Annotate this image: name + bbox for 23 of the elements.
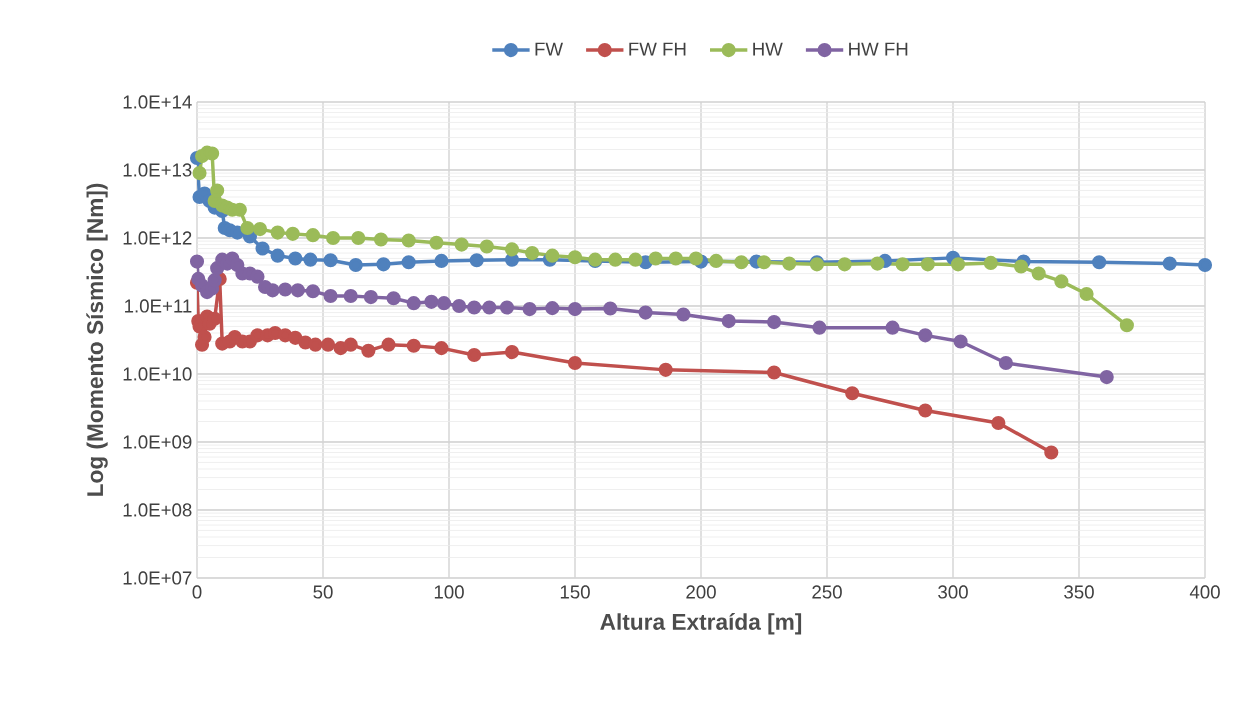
y-tick-label: 1.0E+08: [123, 503, 192, 517]
x-axis-title: Altura Extraída [m]: [600, 613, 802, 635]
x-tick-label: 0: [192, 585, 202, 599]
x-tick-label: 150: [560, 585, 590, 599]
legend-label: FW FH: [629, 42, 686, 56]
x-tick-label: 250: [812, 585, 842, 599]
legend-label: HW: [753, 42, 783, 56]
y-tick-label: 1.0E+07: [123, 571, 192, 585]
x-tick-label: 350: [1064, 585, 1094, 599]
x-tick-label: 50: [313, 585, 333, 599]
legend-label: HW FH: [849, 42, 908, 56]
legend-label: FW: [535, 42, 563, 56]
y-tick-label: 1.0E+14: [123, 95, 192, 109]
y-tick-label: 1.0E+10: [123, 367, 192, 381]
y-axis-title: Log (Momento Sísmico [Nm]): [86, 183, 108, 496]
y-tick-label: 1.0E+13: [123, 163, 192, 177]
y-tick-label: 1.0E+12: [123, 231, 192, 245]
x-tick-label: 400: [1189, 585, 1220, 599]
y-tick-label: 1.0E+09: [123, 435, 192, 449]
x-tick-label: 100: [434, 585, 464, 599]
x-tick-label: 300: [938, 585, 968, 599]
y-tick-label: 1.0E+11: [125, 299, 192, 313]
x-tick-label: 200: [686, 585, 716, 599]
